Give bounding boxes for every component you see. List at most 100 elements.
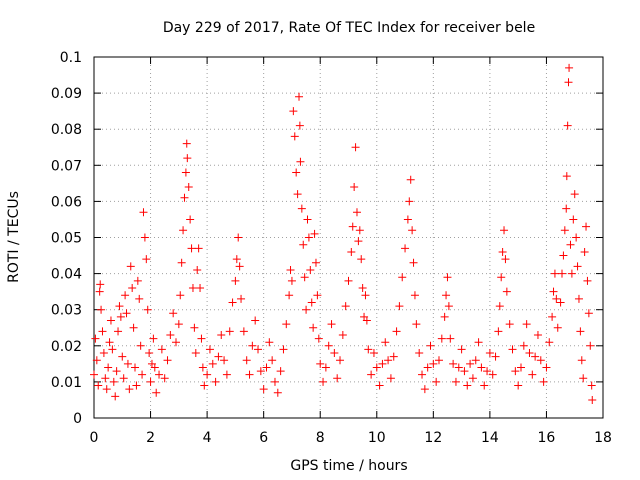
data-point xyxy=(570,190,579,199)
data-point xyxy=(135,294,144,303)
data-point xyxy=(105,338,114,347)
data-point xyxy=(483,367,492,376)
data-point xyxy=(157,345,166,354)
x-tick-label: 2 xyxy=(146,430,155,446)
data-point xyxy=(351,143,360,152)
data-point xyxy=(392,327,401,336)
data-point xyxy=(309,323,318,332)
data-point xyxy=(567,269,576,278)
data-point xyxy=(256,367,265,376)
data-point xyxy=(474,338,483,347)
data-point xyxy=(572,233,581,242)
x-tick-label: 10 xyxy=(368,430,386,446)
data-point xyxy=(355,226,364,235)
data-point xyxy=(136,341,145,350)
data-point xyxy=(220,356,229,365)
data-point xyxy=(182,139,191,148)
data-point xyxy=(587,381,596,390)
data-point xyxy=(451,377,460,386)
data-point xyxy=(354,237,363,246)
data-point xyxy=(118,352,127,361)
data-point xyxy=(550,269,559,278)
data-point xyxy=(569,215,578,224)
data-point xyxy=(166,330,175,339)
data-point xyxy=(251,316,260,325)
data-point xyxy=(319,377,328,386)
x-tick-label: 0 xyxy=(90,430,99,446)
data-point xyxy=(528,370,537,379)
data-point xyxy=(286,265,295,274)
data-point xyxy=(330,349,339,358)
data-point xyxy=(525,349,534,358)
data-point xyxy=(508,345,517,354)
data-point xyxy=(259,385,268,394)
y-tick-label: 0.08 xyxy=(51,122,82,138)
data-point xyxy=(310,229,319,238)
data-point xyxy=(303,215,312,224)
y-tick-label: 0.03 xyxy=(51,303,82,319)
x-tick-label: 6 xyxy=(259,430,268,446)
data-point xyxy=(560,226,569,235)
grid xyxy=(94,57,603,418)
chart-title: Day 229 of 2017, Rate Of TEC Index for r… xyxy=(163,20,535,36)
data-point xyxy=(112,367,121,376)
data-point xyxy=(101,374,110,383)
data-point xyxy=(403,215,412,224)
data-point xyxy=(454,363,463,372)
data-point xyxy=(193,265,202,274)
data-point xyxy=(129,323,138,332)
data-point xyxy=(94,381,103,390)
data-point xyxy=(573,262,582,271)
data-point xyxy=(116,312,125,321)
data-point xyxy=(408,226,417,235)
data-point xyxy=(149,334,158,343)
data-point xyxy=(205,345,214,354)
data-point xyxy=(536,356,545,365)
data-point xyxy=(347,247,356,256)
data-point xyxy=(327,320,336,329)
data-point xyxy=(406,175,415,184)
data-point xyxy=(494,327,503,336)
data-point xyxy=(109,377,118,386)
data-point xyxy=(128,284,137,293)
x-tick-label: 16 xyxy=(538,430,556,446)
data-point xyxy=(449,359,458,368)
data-point xyxy=(367,370,376,379)
data-point xyxy=(372,363,381,372)
data-point xyxy=(290,132,299,141)
data-point xyxy=(225,327,234,336)
x-tick-label: 12 xyxy=(424,430,442,446)
data-point xyxy=(516,363,525,372)
data-point xyxy=(485,349,494,358)
data-point xyxy=(549,287,558,296)
data-point xyxy=(415,349,424,358)
data-point xyxy=(203,370,212,379)
data-point xyxy=(401,244,410,253)
data-point xyxy=(437,334,446,343)
data-point xyxy=(177,258,186,267)
data-points xyxy=(90,63,597,404)
data-point xyxy=(443,273,452,282)
data-point xyxy=(426,341,435,350)
data-point xyxy=(579,374,588,383)
data-point xyxy=(480,381,489,390)
x-axis-ticks: 0 2 4 6 8 10 12 14 16 18 xyxy=(90,57,612,446)
data-point xyxy=(321,363,330,372)
y-tick-label: 0.04 xyxy=(51,267,82,283)
data-point xyxy=(361,291,370,300)
data-point xyxy=(237,294,246,303)
data-point xyxy=(198,363,207,372)
data-point xyxy=(519,341,528,350)
data-point xyxy=(279,345,288,354)
data-point xyxy=(557,269,566,278)
data-point xyxy=(539,377,548,386)
data-point xyxy=(99,349,108,358)
data-point xyxy=(222,370,231,379)
data-point xyxy=(556,298,565,307)
data-point xyxy=(553,323,562,332)
data-point xyxy=(336,356,345,365)
data-point xyxy=(231,276,240,285)
data-point xyxy=(214,352,223,361)
data-point xyxy=(398,273,407,282)
